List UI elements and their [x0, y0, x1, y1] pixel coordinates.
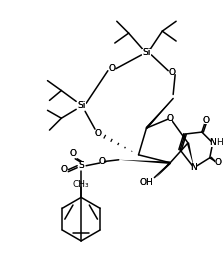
- Text: O: O: [61, 165, 68, 174]
- Text: N: N: [209, 139, 216, 148]
- Text: O: O: [214, 158, 221, 167]
- Text: O: O: [108, 64, 115, 73]
- Bar: [100, 158, 104, 166]
- Bar: [170, 69, 174, 77]
- Text: Si: Si: [77, 101, 85, 110]
- Text: S: S: [78, 161, 84, 170]
- Bar: [71, 150, 75, 158]
- Bar: [109, 65, 114, 73]
- Text: Si: Si: [142, 48, 151, 57]
- Bar: [211, 139, 215, 147]
- Bar: [192, 164, 196, 172]
- Bar: [204, 116, 208, 124]
- Bar: [62, 166, 66, 174]
- Text: O: O: [169, 68, 176, 77]
- Bar: [79, 162, 83, 170]
- Text: S: S: [78, 161, 84, 170]
- Polygon shape: [156, 162, 171, 178]
- Polygon shape: [119, 160, 170, 164]
- Polygon shape: [146, 99, 173, 129]
- Text: Si: Si: [77, 101, 85, 110]
- Text: O: O: [202, 116, 209, 125]
- Text: N: N: [191, 163, 197, 172]
- Bar: [215, 159, 220, 167]
- Text: O: O: [108, 64, 115, 73]
- Bar: [142, 49, 151, 57]
- Text: O: O: [202, 116, 209, 125]
- Text: OH: OH: [140, 178, 153, 187]
- Text: OH: OH: [140, 178, 153, 187]
- Text: N: N: [209, 139, 216, 148]
- Text: O: O: [167, 114, 174, 123]
- Text: O: O: [61, 165, 68, 174]
- Bar: [96, 129, 100, 137]
- Polygon shape: [187, 143, 194, 168]
- Text: O: O: [95, 129, 101, 137]
- Text: O: O: [95, 129, 101, 137]
- Text: O: O: [70, 149, 77, 158]
- Text: Si: Si: [142, 48, 151, 57]
- Bar: [168, 114, 172, 122]
- Text: N: N: [191, 163, 197, 172]
- Text: O: O: [214, 158, 221, 167]
- Text: O: O: [169, 68, 176, 77]
- Text: O: O: [98, 157, 105, 166]
- Text: CH₃: CH₃: [73, 180, 89, 189]
- Bar: [142, 179, 151, 186]
- Text: O: O: [98, 157, 105, 166]
- Bar: [77, 101, 86, 109]
- Text: H: H: [216, 139, 223, 148]
- Text: O: O: [70, 149, 77, 158]
- Text: O: O: [167, 114, 174, 123]
